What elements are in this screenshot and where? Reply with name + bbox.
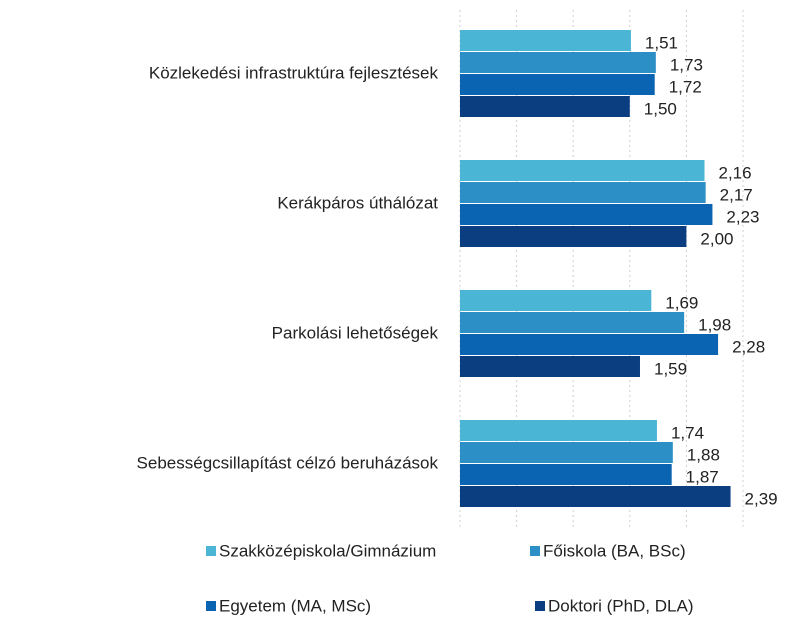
bar (460, 30, 631, 51)
bar (460, 486, 731, 507)
value-label: 1,73 (670, 55, 703, 74)
value-label: 1,88 (687, 445, 720, 464)
category-label: Parkolási lehetőségek (272, 323, 439, 342)
value-label: 1,59 (654, 359, 687, 378)
bar (460, 96, 630, 117)
legend-swatch (206, 546, 216, 556)
bar (460, 464, 672, 485)
bar (460, 334, 719, 355)
value-label: 2,28 (732, 337, 765, 356)
legend-swatch (535, 601, 545, 611)
bar (460, 356, 640, 377)
legend-swatch (530, 546, 540, 556)
bar (460, 204, 713, 225)
bar (460, 312, 685, 333)
value-label: 2,16 (719, 163, 752, 182)
bar (460, 420, 657, 441)
legend-label: Doktori (PhD, DLA) (548, 596, 693, 615)
bar (460, 160, 705, 181)
value-label: 1,50 (644, 99, 677, 118)
category-label: Sebességcsillapítást célzó beruházások (137, 453, 439, 472)
value-label: 1,72 (669, 77, 702, 96)
legend-label: Egyetem (MA, MSc) (219, 596, 371, 615)
bar (460, 290, 652, 311)
category-label: Kerákpáros úthálózat (277, 193, 438, 212)
value-label: 1,74 (671, 423, 704, 442)
value-label: 1,98 (698, 315, 731, 334)
value-label: 1,51 (645, 33, 678, 52)
legend-swatch (206, 601, 216, 611)
value-label: 2,39 (745, 489, 778, 508)
legend-label: Szakközépiskola/Gimnázium (219, 541, 436, 560)
bar (460, 226, 687, 247)
bar (460, 52, 656, 73)
value-label: 2,23 (726, 207, 759, 226)
legend-label: Főiskola (BA, BSc) (543, 541, 686, 560)
category-label: Közlekedési infrastruktúra fejlesztések (149, 63, 439, 82)
value-label: 1,87 (686, 467, 719, 486)
bar (460, 442, 673, 463)
value-label: 2,17 (720, 185, 753, 204)
value-label: 1,69 (665, 293, 698, 312)
bar (460, 182, 706, 203)
value-label: 2,00 (700, 229, 733, 248)
bar (460, 74, 655, 95)
